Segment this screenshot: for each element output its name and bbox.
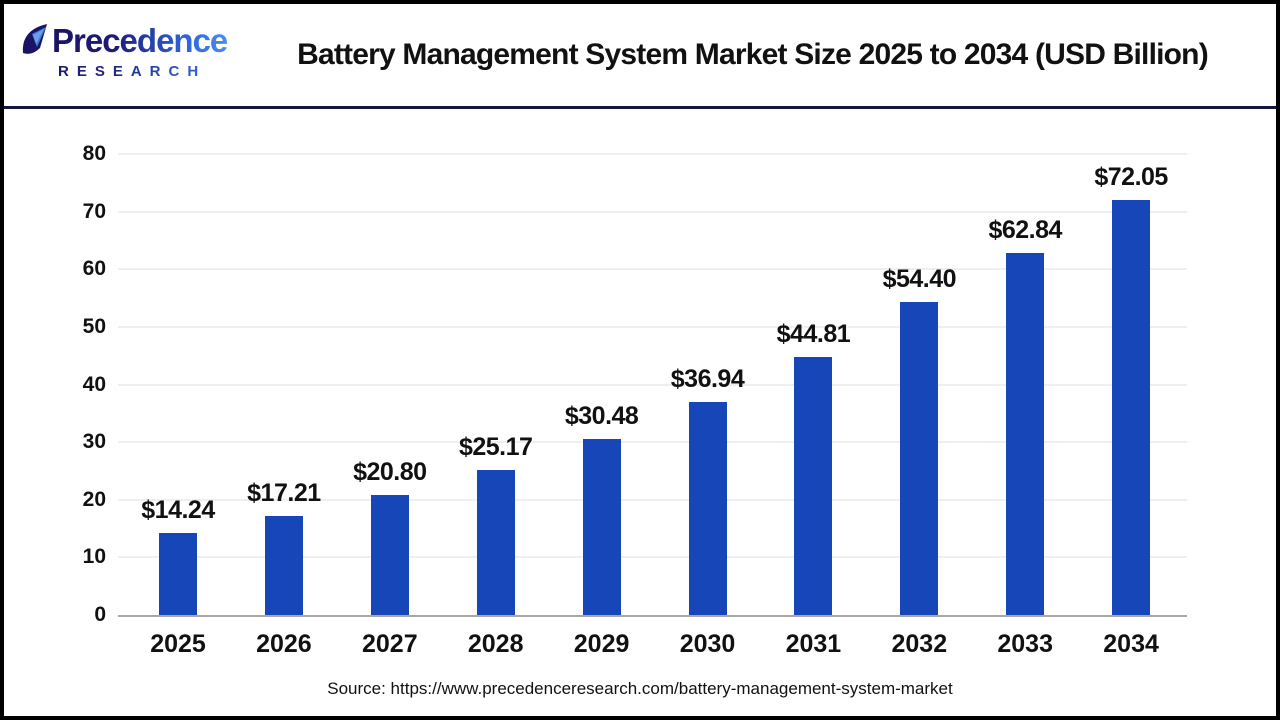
bar-value-label-2032: $54.40 [882,264,957,293]
bar-value-label-2027: $20.80 [353,458,427,487]
bar-2026 [264,515,303,615]
bar-value-label-2034: $72.05 [1094,162,1168,191]
x-axis-label-2025: 2025 [150,630,206,658]
bar-value-label-2033: $62.84 [988,215,1062,244]
leaf-icon [22,24,47,54]
x-axis-label-2031: 2031 [785,630,842,658]
chart-title: Battery Management System Market Size 20… [297,38,1209,71]
bar-value-label-2029: $30.48 [564,402,639,431]
bar-2031 [794,356,833,615]
y-axis-label-60: 60 [82,257,106,281]
source-note: Source: https://www.precedenceresearch.c… [327,679,953,698]
x-axis-label-2028: 2028 [467,630,524,658]
header-separator [0,106,1280,109]
y-axis-label-30: 30 [82,430,106,454]
bar-value-label-2031: $44.81 [776,319,851,348]
bar-2027 [370,495,409,615]
x-axis-label-2034: 2034 [1103,630,1159,658]
x-axis-label-2029: 2029 [573,630,630,658]
gridline-50 [118,325,1187,328]
x-axis-line [118,615,1187,617]
bar-2028 [476,469,515,615]
bar-2030 [688,402,727,615]
x-axis-label-2033: 2033 [997,630,1053,658]
gridline-60 [118,268,1187,271]
x-axis-label-2030: 2030 [679,630,736,658]
bar-value-label-2030: $36.94 [670,365,745,394]
y-axis-label-20: 20 [82,487,106,511]
logo-wordmark: Precedence [52,22,228,59]
gridline-80 [118,153,1187,155]
gridline-30 [118,441,1187,444]
logo-subtitle: RESEARCH [20,63,235,80]
y-axis-label-50: 50 [82,314,106,338]
x-axis-label-2027: 2027 [361,630,418,658]
gridline-40 [118,383,1187,386]
y-axis-label-10: 10 [82,545,106,569]
gridline-70 [118,210,1187,213]
y-axis-label-70: 70 [82,199,106,223]
bar-2033 [1006,252,1045,615]
bar-2032 [900,301,939,615]
bar-value-label-2026: $17.21 [247,478,321,507]
bar-2034 [1112,199,1151,615]
y-axis-label-0: 0 [94,603,106,626]
bar-value-label-2025: $14.24 [141,495,215,524]
bar-2025 [159,532,197,615]
y-axis-label-40: 40 [82,372,106,396]
x-axis-label-2032: 2032 [891,630,948,658]
gridline-20 [118,498,1187,501]
gridline-10 [118,556,1187,559]
bar-value-label-2028: $25.17 [458,432,533,461]
x-axis-label-2026: 2026 [256,630,312,658]
y-axis-label-80: 80 [82,142,106,165]
logo: Precedence RESEARCH [20,22,235,80]
bar-2029 [582,439,621,615]
